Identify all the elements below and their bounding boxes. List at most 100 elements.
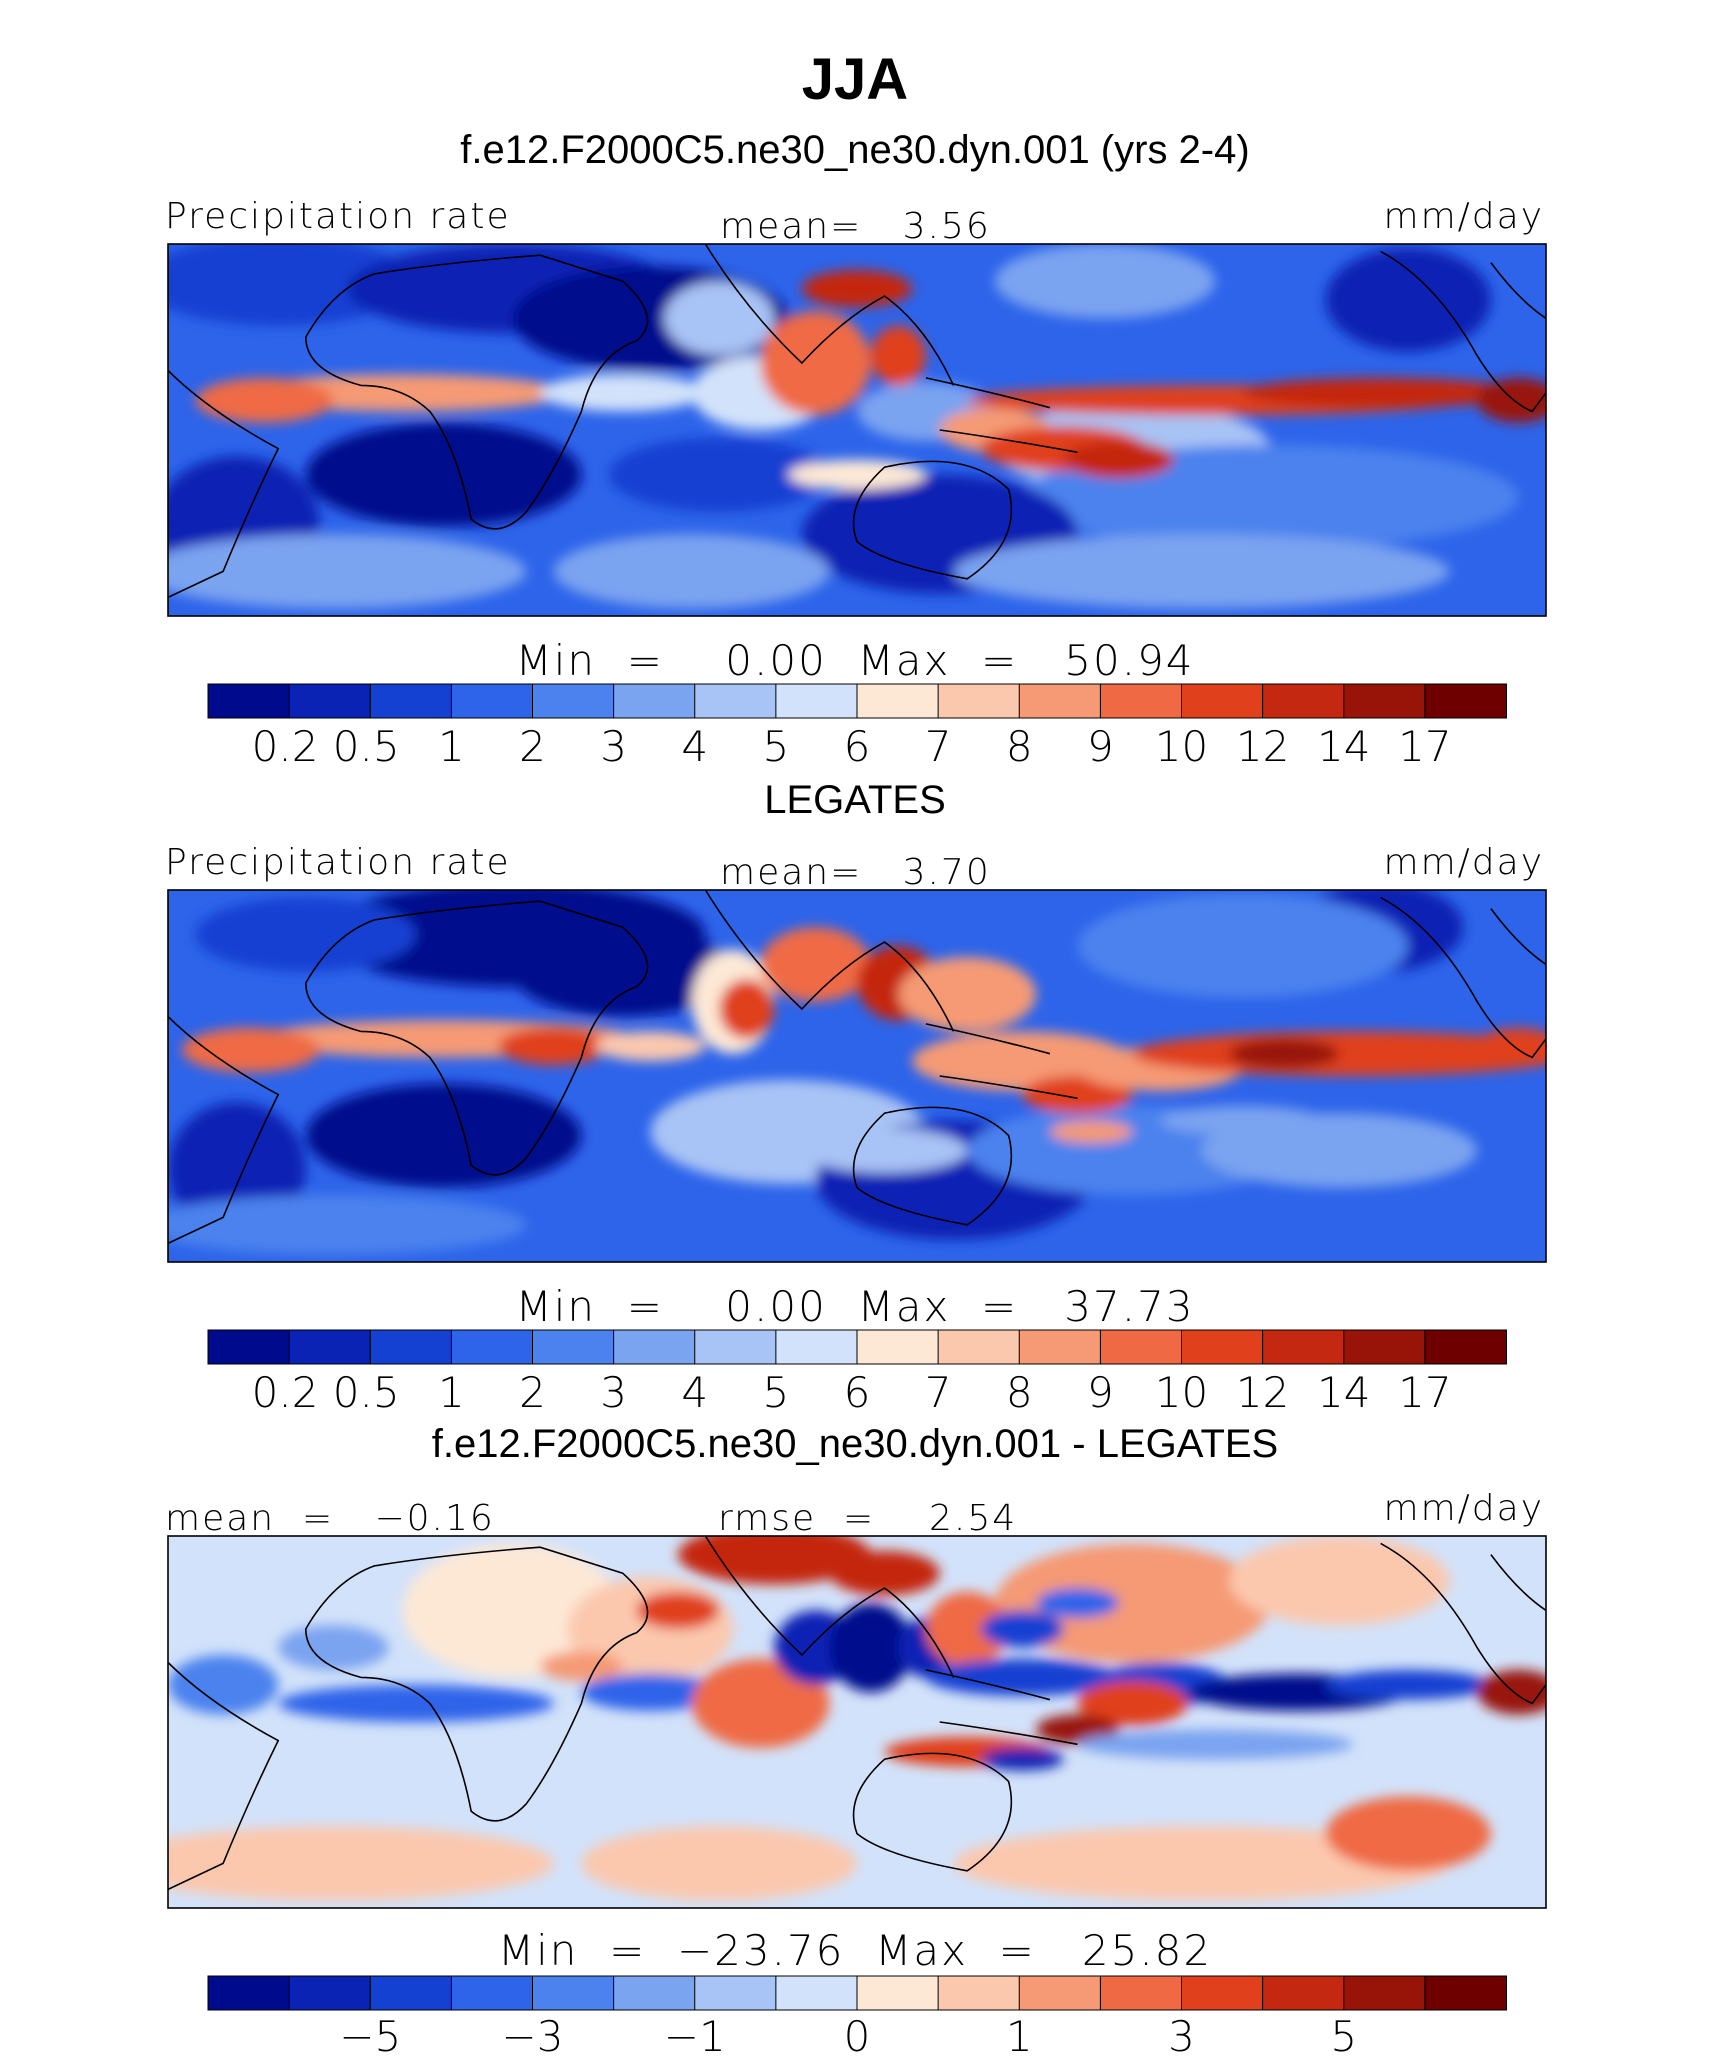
colorbar-tick-label: 3 <box>1168 2012 1195 2061</box>
field-region <box>305 422 582 527</box>
coastline <box>1380 1542 1546 1705</box>
colorbar-tick-label: 9 <box>1087 722 1114 771</box>
case-title: f.e12.F2000C5.ne30_ne30.dyn.001 (yrs 2-4… <box>460 128 1250 172</box>
colorbar-tick-label: 0.2 <box>251 1368 319 1417</box>
colorbar-box <box>369 1975 453 2011</box>
field-region <box>994 244 1216 319</box>
coastline <box>168 1015 280 1245</box>
panel3-mean-label: mean = −0.16 <box>165 1498 495 1539</box>
field-region <box>870 325 926 386</box>
coastline <box>704 890 955 1032</box>
colorbar-box <box>775 1975 858 2011</box>
map-frame <box>167 889 1547 1263</box>
field-region <box>498 1027 609 1065</box>
coastline <box>925 377 1078 454</box>
field-region <box>1229 1038 1340 1069</box>
panel1-mean-label: mean= 3.56 <box>720 206 991 247</box>
colorbar-tick-label: 10 <box>1154 1368 1209 1417</box>
colorbar-tick-label: 17 <box>1398 1368 1452 1417</box>
colorbar-box <box>1099 1975 1183 2011</box>
colorbar-box <box>1262 1975 1345 2011</box>
coastline <box>925 1669 1078 1746</box>
colorbar-tick-label: 3 <box>600 722 627 771</box>
panel3-colorbar-ticks: −5 −3 −1 0 1 3 5 <box>0 2012 1710 2062</box>
field-region <box>1477 1027 1546 1065</box>
colorbar-box <box>1343 683 1426 719</box>
coastline <box>1490 262 1546 320</box>
colorbar-tick-label: 3 <box>600 1368 627 1417</box>
field-region <box>1063 441 1174 479</box>
field-region <box>788 459 926 490</box>
colorbar-box <box>937 1329 1021 1365</box>
colorbar-box <box>288 683 372 719</box>
colorbar-box <box>450 1975 534 2011</box>
colorbar-tick-label: 12 <box>1235 1368 1290 1417</box>
field-region <box>829 1550 940 1596</box>
field-region <box>677 1536 871 1585</box>
field-region <box>1077 1681 1188 1726</box>
colorbar-box <box>1099 683 1183 719</box>
figure-title: JJA <box>801 47 909 112</box>
colorbar-tick-label: −1 <box>663 2012 726 2061</box>
map-frame <box>167 243 1547 617</box>
coastline <box>852 460 1013 580</box>
field-region <box>994 1543 1271 1663</box>
colorbar-tick-label: 8 <box>1005 1368 1033 1417</box>
colorbar-tick-label: 7 <box>924 722 952 771</box>
colorbar-box <box>775 683 858 719</box>
colorbar-tick-label: 10 <box>1154 722 1209 771</box>
coastline <box>304 900 649 1176</box>
colorbar-box <box>1181 683 1264 719</box>
colorbar-tick-label: 0.2 <box>251 722 319 771</box>
colorbar-box <box>1181 1975 1264 2011</box>
panel2-minmax: Min = 0.00 Max = 37.73 <box>515 1282 1195 1331</box>
field-region <box>608 437 830 512</box>
field-region <box>1477 377 1546 423</box>
coastline <box>1490 1554 1546 1612</box>
colorbar-box <box>207 683 291 719</box>
field-region <box>581 1673 720 1711</box>
field-region <box>512 927 733 1017</box>
panel2-map <box>167 889 1547 1263</box>
panel3-map <box>167 1535 1547 1909</box>
field-region <box>801 270 913 308</box>
field-region <box>1077 1729 1354 1760</box>
coastline <box>852 1106 1013 1226</box>
colorbar-box <box>1018 683 1102 719</box>
field-region <box>719 979 775 1039</box>
map-frame <box>167 1535 1547 1909</box>
field-region <box>1477 1669 1546 1715</box>
colorbar-box <box>369 1329 453 1365</box>
field-region <box>1325 1669 1491 1700</box>
coastline <box>925 1023 1078 1100</box>
field-region <box>1022 1076 1133 1114</box>
colorbar-box <box>856 683 940 719</box>
field-region <box>168 534 527 609</box>
colorbar-box <box>694 1975 777 2011</box>
field-region <box>760 927 871 1002</box>
coastline <box>852 1752 1013 1872</box>
field-region <box>402 1543 623 1678</box>
field-region <box>1325 1796 1491 1871</box>
coastline <box>1380 250 1546 413</box>
field-region <box>760 310 871 416</box>
panel3-units: mm/day <box>1383 1488 1544 1529</box>
colorbar-box <box>694 1329 777 1365</box>
field-region <box>912 1031 1133 1091</box>
colorbar-tick-label: 6 <box>843 722 871 771</box>
colorbar-box <box>532 1975 615 2011</box>
panel2-units: mm/day <box>1383 842 1544 883</box>
colorbar-box <box>1343 1329 1426 1365</box>
colorbar-box <box>1018 1975 1102 2011</box>
field-region <box>168 1826 554 1901</box>
panel3-title: f.e12.F2000C5.ne30_ne30.dyn.001 - LEGATE… <box>431 1422 1279 1466</box>
colorbar-box <box>207 1975 291 2011</box>
colorbar-box <box>369 683 453 719</box>
field-region <box>1325 247 1491 352</box>
colorbar-box <box>1424 1975 1507 2011</box>
panel1-map <box>167 243 1547 617</box>
field-region <box>1160 1105 1326 1136</box>
field-region <box>181 1027 320 1073</box>
colorbar-tick-label: 0 <box>843 2012 871 2061</box>
field-region <box>1242 377 1519 408</box>
